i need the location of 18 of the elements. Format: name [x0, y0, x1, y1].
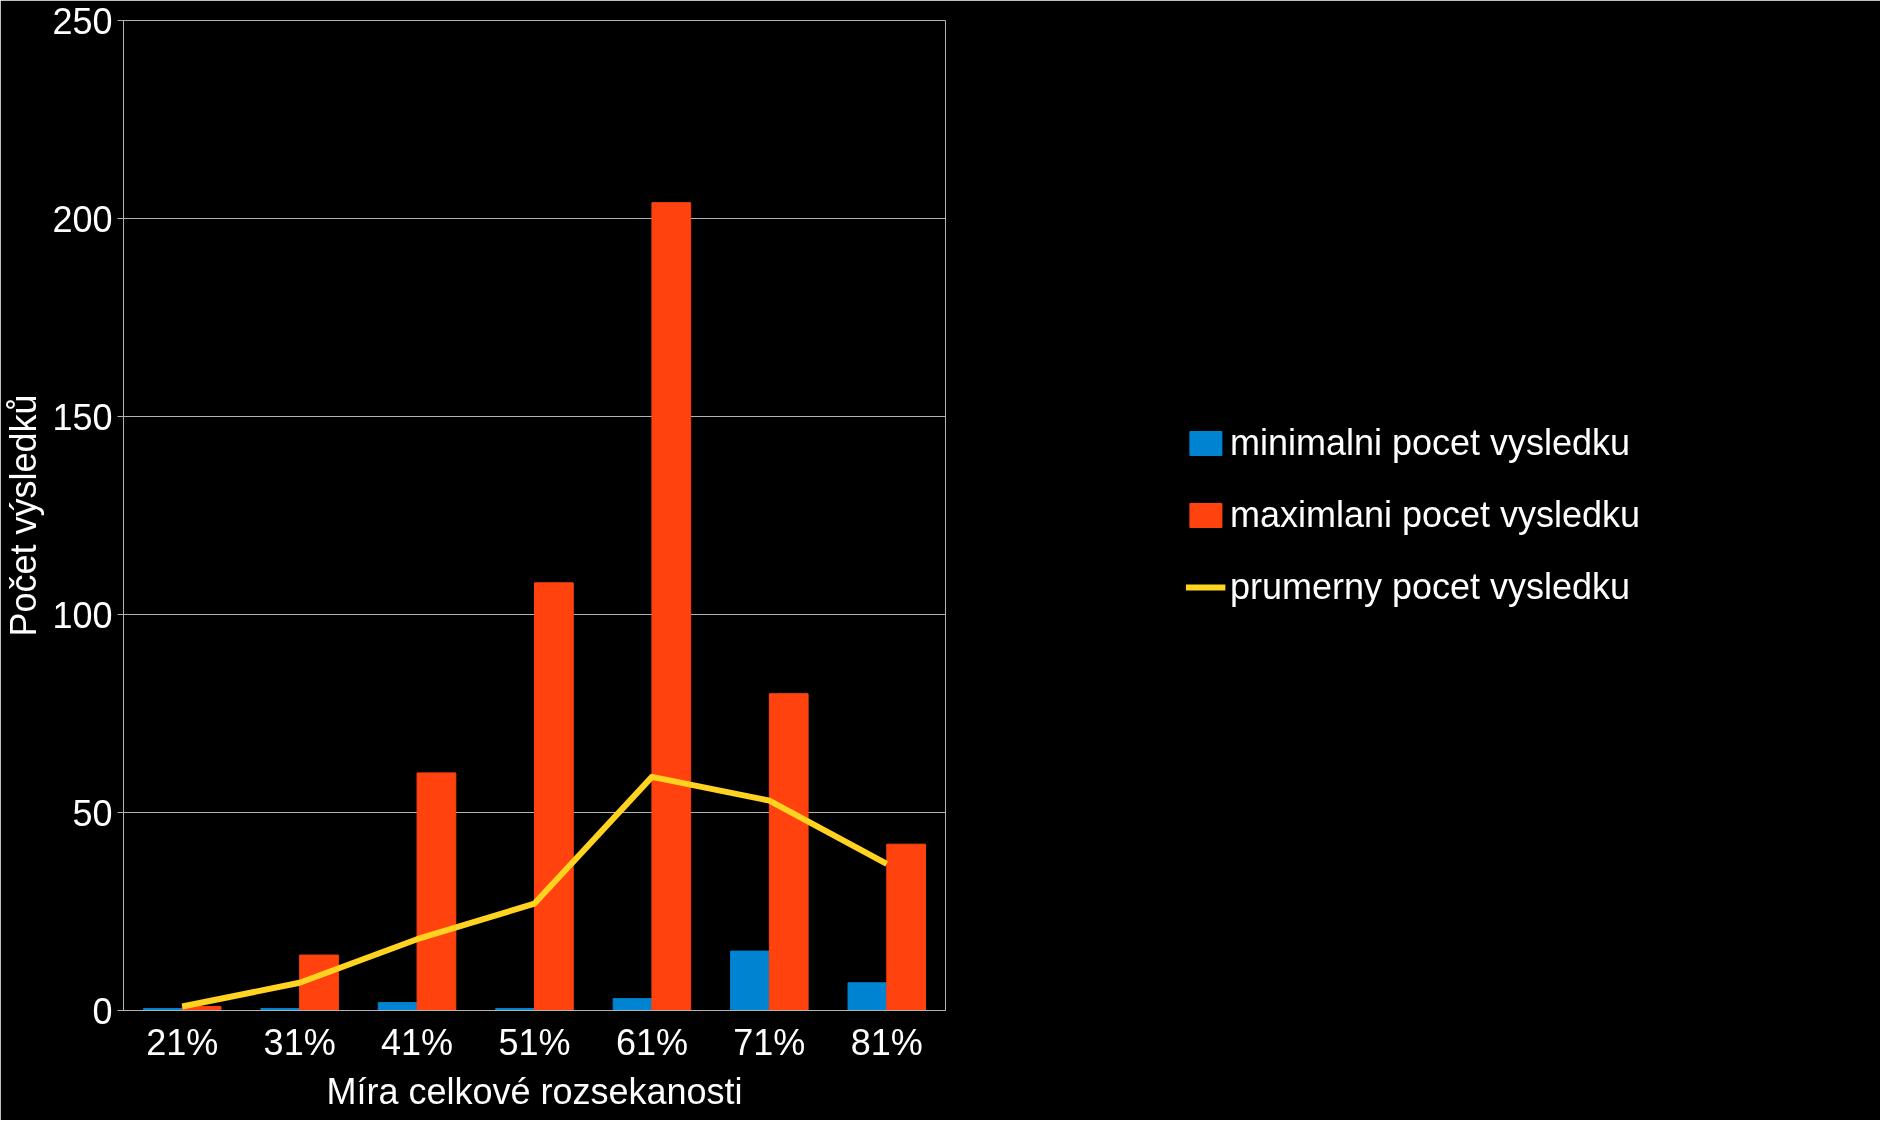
x-tick-label: 21% [146, 1021, 219, 1063]
y-tick-label: 50 [72, 792, 113, 834]
y-tick-label: 200 [52, 198, 113, 240]
y-axis-title: Počet výsledků [3, 394, 45, 637]
x-tick-label: 41% [381, 1021, 454, 1063]
x-axis-title: Míra celkové rozsekanosti [326, 1070, 743, 1112]
x-tick-label: 31% [263, 1021, 336, 1063]
y-tick-label: 0 [92, 990, 113, 1032]
legend-label: prumerny pocet vysledku [1229, 566, 1631, 608]
x-tick-label: 71% [733, 1021, 806, 1063]
x-tick-label: 81% [850, 1021, 923, 1063]
y-tick-label: 250 [52, 0, 113, 42]
legend-label: minimalni pocet vysledku [1229, 422, 1631, 464]
y-tick-label: 150 [52, 396, 113, 438]
y-tick-label: 100 [52, 594, 113, 636]
x-tick-label: 61% [615, 1021, 688, 1063]
x-tick-label: 51% [498, 1021, 571, 1063]
legend-label: maximlani pocet vysledku [1229, 494, 1641, 536]
